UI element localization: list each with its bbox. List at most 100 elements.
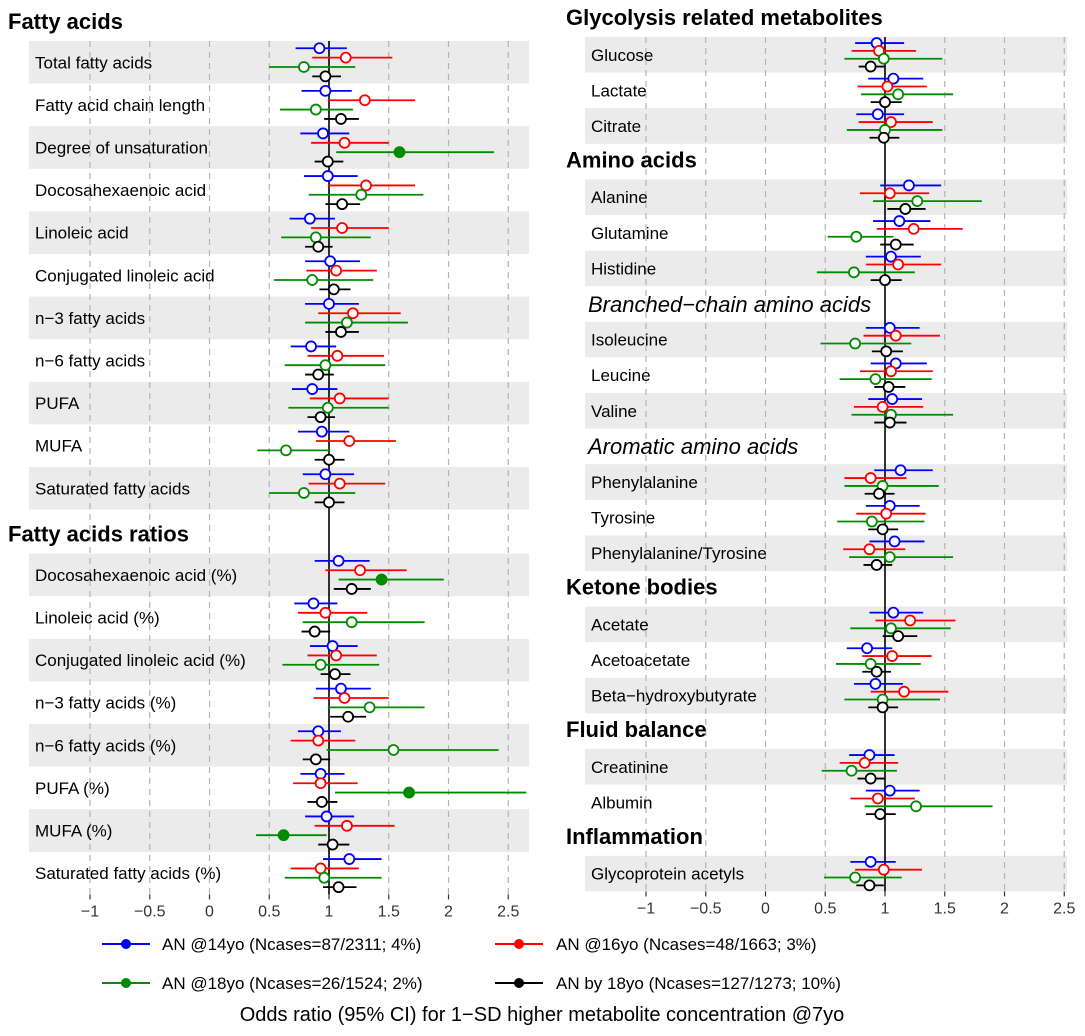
point-estimate bbox=[883, 321, 896, 334]
point-estimate bbox=[341, 316, 353, 329]
point-estimate bbox=[883, 551, 896, 564]
point-estimate bbox=[885, 250, 897, 263]
right-panel: Glycolysis related metabolites Amino acid… bbox=[566, 5, 1075, 917]
x-tick-label: −0.5 bbox=[134, 903, 166, 920]
point-estimate bbox=[880, 345, 893, 358]
x-tick-label: −0.5 bbox=[690, 900, 722, 917]
legend-item-an18: AN @18yo (Ncases=26/1524; 2%) bbox=[102, 974, 423, 993]
group-title-ketone-bodies: Ketone bodies bbox=[566, 575, 718, 600]
point-estimate bbox=[887, 606, 900, 619]
point-estimate bbox=[335, 326, 347, 338]
row-stripe bbox=[29, 211, 529, 254]
x-tick-label: 1.5 bbox=[378, 903, 400, 920]
x-tick-label: −1 bbox=[637, 900, 655, 917]
point-estimate bbox=[319, 84, 332, 97]
point-estimate bbox=[858, 756, 871, 769]
row-label-valine: Valine bbox=[591, 402, 637, 421]
point-estimate bbox=[904, 614, 916, 627]
point-estimate bbox=[898, 685, 911, 698]
group-title-fluid-balance: Fluid balance bbox=[566, 717, 707, 742]
point-estimate bbox=[864, 658, 877, 670]
point-estimate bbox=[885, 365, 897, 378]
point-estimate bbox=[874, 808, 887, 821]
point-estimate bbox=[885, 116, 897, 128]
row-stripe bbox=[29, 638, 529, 682]
x-tick-label: 2 bbox=[444, 903, 453, 920]
row-label-n-3-fatty-acids: n−3 fatty acids (%) bbox=[35, 694, 176, 713]
row-label-beta-hydroxybutyrate: Beta−hydroxybutyrate bbox=[591, 687, 757, 706]
row-label-conjugated-linoleic-acid: Conjugated linoleic acid bbox=[35, 266, 215, 285]
point-estimate bbox=[318, 871, 331, 884]
legend-label-an14: AN @14yo (Ncases=87/2311; 4%) bbox=[162, 935, 421, 954]
point-estimate bbox=[309, 231, 322, 244]
point-estimate bbox=[332, 554, 345, 567]
point-estimate bbox=[327, 283, 340, 296]
group-title-inflammation: Inflammation bbox=[566, 824, 703, 849]
legend-label-an18: AN @18yo (Ncases=26/1524; 2%) bbox=[162, 974, 423, 993]
point-estimate bbox=[903, 179, 915, 192]
row-label-n-6-fatty-acids: n−6 fatty acids bbox=[35, 352, 145, 371]
row-stripe bbox=[585, 749, 1067, 785]
row-stripe bbox=[585, 250, 1067, 287]
row-label-conjugated-linoleic-acid: Conjugated linoleic acid (%) bbox=[35, 651, 246, 670]
point-estimate bbox=[336, 198, 349, 211]
point-estimate bbox=[892, 258, 905, 271]
point-estimate bbox=[303, 212, 316, 225]
row-label-linoleic-acid: Linoleic acid (%) bbox=[35, 609, 160, 628]
point-estimate bbox=[889, 238, 902, 251]
point-estimate bbox=[333, 477, 346, 490]
row-stripe bbox=[585, 108, 1067, 144]
point-estimate bbox=[355, 188, 368, 201]
row-label-lactate: Lactate bbox=[591, 81, 647, 100]
point-estimate bbox=[343, 853, 356, 865]
point-estimate bbox=[314, 658, 327, 671]
point-estimate bbox=[277, 829, 290, 842]
point-estimate bbox=[308, 625, 321, 638]
point-estimate bbox=[883, 187, 896, 200]
row-label-pufa: PUFA (%) bbox=[35, 779, 110, 798]
point-estimate bbox=[317, 127, 329, 140]
point-estimate bbox=[864, 60, 877, 73]
point-estimate bbox=[887, 72, 900, 85]
group-title-aromatic-amino-acids: Aromatic amino acids bbox=[586, 434, 798, 459]
row-label-acetoacetate: Acetoacetate bbox=[591, 651, 690, 670]
row-label-glutamine: Glutamine bbox=[591, 224, 668, 243]
legend-item-anby18: AN by 18yo (Ncases=127/1273; 10%) bbox=[495, 974, 841, 993]
point-estimate bbox=[886, 393, 899, 405]
point-estimate bbox=[849, 337, 862, 350]
x-tick-label: 1.5 bbox=[934, 900, 956, 917]
row-label-albumin: Albumin bbox=[591, 793, 652, 812]
x-tick-label: 0.5 bbox=[814, 900, 836, 917]
point-estimate bbox=[332, 881, 345, 894]
point-estimate bbox=[363, 701, 376, 714]
point-estimate bbox=[323, 297, 335, 310]
point-estimate bbox=[329, 668, 341, 681]
point-estimate bbox=[321, 155, 334, 168]
row-label-alanine: Alanine bbox=[591, 188, 648, 207]
row-label-total-fatty-acids: Total fatty acids bbox=[35, 53, 152, 72]
row-label-glycoprotein-acetyls: Glycoprotein acetyls bbox=[591, 865, 744, 884]
point-estimate bbox=[341, 819, 353, 832]
row-label-linoleic-acid: Linoleic acid bbox=[35, 224, 129, 243]
group-title-glycolysis-related-metabolites: Glycolysis related metabolites bbox=[566, 5, 883, 30]
point-estimate bbox=[393, 146, 406, 159]
point-estimate bbox=[871, 792, 884, 805]
point-estimate bbox=[319, 70, 332, 83]
point-estimate bbox=[873, 487, 885, 500]
row-stripe bbox=[29, 724, 529, 767]
point-estimate bbox=[863, 543, 876, 556]
point-estimate bbox=[306, 383, 319, 395]
row-label-docosahexaenoic-acid: Docosahexaenoic acid bbox=[35, 181, 206, 200]
row-label-glucose: Glucose bbox=[591, 46, 653, 65]
point-estimate bbox=[893, 215, 906, 227]
point-estimate bbox=[326, 838, 339, 851]
point-estimate bbox=[864, 772, 877, 785]
row-stripe bbox=[585, 606, 1067, 643]
point-estimate bbox=[323, 453, 335, 466]
point-estimate bbox=[313, 42, 326, 55]
point-estimate bbox=[345, 583, 358, 595]
x-tick-label: −1 bbox=[81, 903, 99, 920]
point-estimate bbox=[307, 597, 320, 610]
point-estimate bbox=[346, 307, 359, 320]
row-label-histidine: Histidine bbox=[591, 259, 656, 278]
